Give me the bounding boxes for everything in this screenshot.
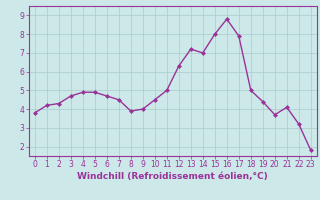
- X-axis label: Windchill (Refroidissement éolien,°C): Windchill (Refroidissement éolien,°C): [77, 172, 268, 181]
